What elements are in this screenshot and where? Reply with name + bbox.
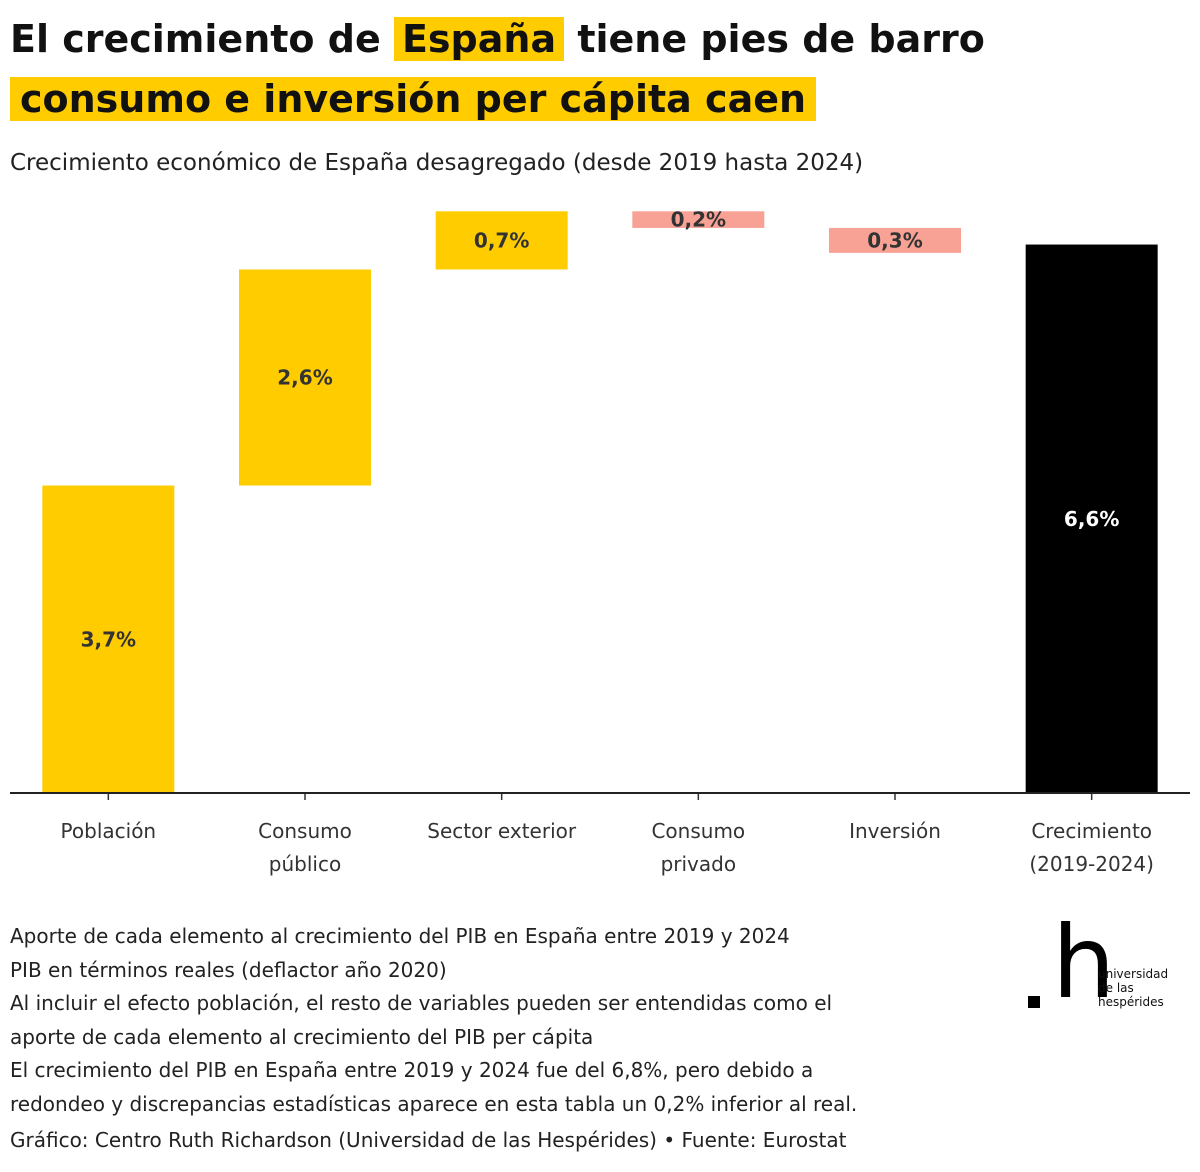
note-line: El crecimiento del PIB en España entre 2… bbox=[10, 1058, 814, 1082]
category-label-line: Inversión bbox=[849, 819, 941, 843]
category-label: Sector exterior bbox=[427, 819, 577, 843]
bar bbox=[239, 269, 371, 486]
note-line: PIB en términos reales (deflactor año 20… bbox=[10, 957, 447, 982]
bar bbox=[1025, 244, 1158, 793]
bar-value-label: 0,3% bbox=[867, 228, 922, 252]
university-logo: h universidad de las hespérides bbox=[1024, 913, 1194, 1015]
waterfall-chart: 3,7% Población 2,6% Consumo público 0,7% Secto… bbox=[10, 208, 1190, 876]
bar bbox=[829, 227, 961, 253]
title-highlight-espana: España bbox=[393, 17, 565, 61]
source-credit: Gráfico: Centro Ruth Richardson (Univers… bbox=[10, 1128, 847, 1152]
title-line-1: El crecimiento de España tiene pies de b… bbox=[10, 12, 985, 66]
category-label: Consumo público bbox=[258, 819, 352, 876]
note-line: Al incluir el efecto población, el resto… bbox=[10, 991, 833, 1015]
category-label: Crecimiento (2019-2024) bbox=[1029, 819, 1154, 876]
logo-text-line: hespérides bbox=[1098, 995, 1164, 1009]
category-label: Inversión bbox=[849, 819, 941, 843]
category-label-line: Crecimiento bbox=[1031, 819, 1152, 843]
category-label-line: Consumo bbox=[651, 819, 745, 843]
logo-text-line: de las bbox=[1098, 981, 1134, 995]
bar-value-label: 0,2% bbox=[671, 208, 726, 232]
category-label-line: privado bbox=[661, 852, 737, 876]
category-label-line: (2019-2024) bbox=[1029, 852, 1154, 876]
chart-notes: Aporte de cada elemento al crecimiento d… bbox=[10, 920, 857, 1121]
category-label-line: Consumo bbox=[258, 819, 352, 843]
bar-value-label: 0,7% bbox=[474, 228, 529, 252]
title-line-2: consumo e inversión per cápita caen bbox=[10, 72, 817, 126]
bar bbox=[632, 211, 765, 228]
logo-dot bbox=[1028, 996, 1040, 1008]
bar-value-label: 2,6% bbox=[277, 366, 332, 390]
bar-value-label: 6,6% bbox=[1064, 507, 1119, 531]
category-label: Población bbox=[61, 819, 157, 843]
logo-text: universidad de las hespérides bbox=[1098, 967, 1168, 1009]
bar-value-label: 3,7% bbox=[81, 627, 136, 651]
logo-text-line: universidad bbox=[1098, 967, 1169, 981]
bar bbox=[42, 485, 175, 793]
title-part-2: tiene pies de barro bbox=[577, 17, 985, 61]
category-label-line: Sector exterior bbox=[427, 819, 577, 843]
category-label: Consumo privado bbox=[651, 819, 745, 876]
chart-subtitle: Crecimiento económico de España desagreg… bbox=[10, 150, 864, 176]
category-label-line: Población bbox=[61, 819, 157, 843]
bar bbox=[435, 211, 568, 270]
note-line: Aporte de cada elemento al crecimiento d… bbox=[10, 924, 790, 948]
note-line: aporte de cada elemento al crecimiento d… bbox=[10, 1024, 594, 1049]
title-highlight-subheadline: consumo e inversión per cápita caen bbox=[10, 77, 817, 121]
logo-mark: h bbox=[1052, 904, 1116, 1021]
category-label-line: público bbox=[269, 852, 341, 876]
note-line: redondeo y discrepancias estadísticas ap… bbox=[10, 1091, 858, 1116]
title-part-1: El crecimiento de bbox=[10, 17, 381, 61]
